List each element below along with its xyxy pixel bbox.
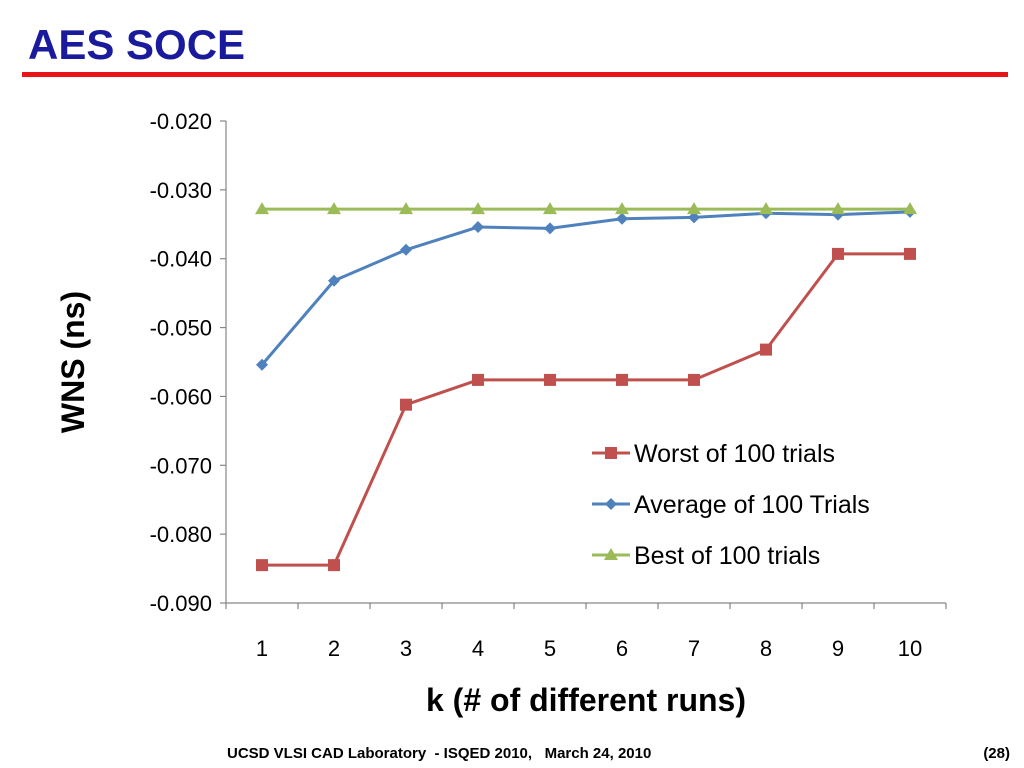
x-tick-label: 3 bbox=[400, 636, 412, 661]
series-3 bbox=[255, 202, 917, 215]
slide-title: AES SOCE bbox=[28, 21, 246, 68]
y-tick-label: -0.090 bbox=[150, 591, 212, 616]
axes-layer: -0.020 -0.030 -0.040 -0.050 -0.060 -0.070 -0.0… bbox=[150, 109, 947, 661]
legend-item: Worst of 100 trials bbox=[592, 440, 835, 468]
data-point bbox=[255, 202, 269, 215]
y-tick-label: -0.080 bbox=[150, 522, 212, 547]
data-point bbox=[472, 373, 484, 386]
footer-conference: UCSD VLSI CAD Laboratory - ISQED 2010, M… bbox=[227, 745, 652, 762]
wns-line-chart: -0.020 -0.030 -0.040 -0.050 -0.060 -0.070 -0.0… bbox=[55, 109, 947, 718]
data-point bbox=[832, 247, 844, 260]
data-point bbox=[759, 202, 773, 215]
y-tick-label: -0.060 bbox=[150, 384, 212, 409]
data-point bbox=[399, 202, 413, 215]
y-axis-title: WNS (ns) bbox=[55, 291, 91, 433]
x-tick-label: 2 bbox=[328, 636, 340, 661]
series-2 bbox=[256, 205, 916, 371]
x-tick-label: 10 bbox=[898, 636, 922, 661]
y-tick-label: -0.050 bbox=[150, 316, 212, 341]
data-point bbox=[688, 373, 700, 386]
legend-item: Average of 100 Trials bbox=[592, 491, 870, 519]
legend-swatch-marker bbox=[605, 447, 617, 459]
data-point bbox=[904, 247, 916, 260]
legend: Worst of 100 trials Average of 100 Trials… bbox=[592, 440, 870, 570]
data-point bbox=[615, 202, 629, 215]
data-point bbox=[616, 212, 628, 225]
legend-item: Best of 100 trials bbox=[592, 542, 820, 570]
series-line bbox=[262, 252, 910, 567]
data-point bbox=[543, 202, 557, 215]
y-tick-label: -0.020 bbox=[150, 109, 212, 134]
y-tick-label: -0.030 bbox=[150, 178, 212, 203]
data-point bbox=[327, 202, 341, 215]
data-point bbox=[687, 202, 701, 215]
legend-label: Average of 100 Trials bbox=[634, 491, 870, 519]
data-point bbox=[328, 559, 340, 572]
x-tick-label: 4 bbox=[472, 636, 484, 661]
legend-swatch-marker bbox=[605, 498, 617, 510]
data-point bbox=[471, 202, 485, 215]
series-line bbox=[260, 210, 911, 366]
y-tick-label: -0.070 bbox=[150, 453, 212, 478]
data-point bbox=[328, 274, 340, 287]
legend-label: Worst of 100 trials bbox=[634, 440, 835, 468]
x-tick-label: 1 bbox=[256, 636, 268, 661]
data-point bbox=[616, 373, 628, 386]
x-tick-label: 8 bbox=[760, 636, 772, 661]
x-tick-label: 7 bbox=[688, 636, 700, 661]
data-point bbox=[903, 202, 917, 215]
y-tick-label: -0.040 bbox=[150, 247, 212, 272]
x-tick-label: 9 bbox=[832, 636, 844, 661]
data-point bbox=[688, 211, 700, 224]
data-point bbox=[400, 398, 412, 411]
x-tick-label: 5 bbox=[544, 636, 556, 661]
legend-swatch-marker bbox=[604, 548, 618, 560]
data-point bbox=[256, 559, 268, 572]
data-point bbox=[400, 243, 412, 256]
data-point bbox=[760, 343, 772, 356]
x-tick-label: 6 bbox=[616, 636, 628, 661]
footer-page-number: (28) bbox=[983, 745, 1010, 762]
title-rule bbox=[22, 72, 1008, 77]
data-point bbox=[831, 202, 845, 215]
data-point bbox=[544, 222, 556, 235]
x-axis-title: k (# of different runs) bbox=[426, 682, 746, 718]
data-point bbox=[544, 373, 556, 386]
data-point bbox=[256, 358, 268, 371]
data-point bbox=[472, 221, 484, 234]
series-1 bbox=[256, 247, 916, 572]
series-layer bbox=[255, 202, 917, 572]
legend-label: Best of 100 trials bbox=[634, 542, 820, 570]
